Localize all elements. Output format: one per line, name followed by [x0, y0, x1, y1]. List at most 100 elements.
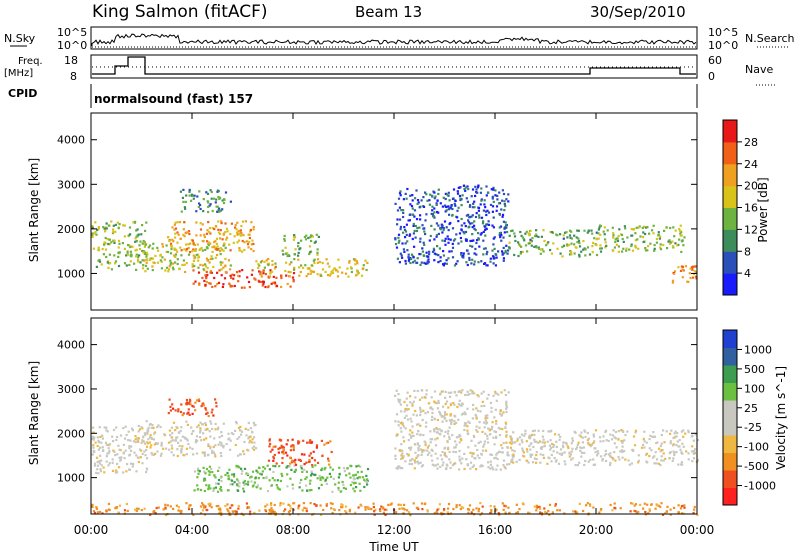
data-cell [214, 476, 217, 479]
data-cell [424, 425, 428, 428]
data-cell [409, 514, 412, 517]
data-region-1 [141, 242, 232, 274]
data-cell [257, 263, 260, 266]
data-cell [341, 271, 344, 274]
data-cell [396, 209, 400, 212]
data-cell [226, 503, 229, 506]
data-cell [568, 243, 571, 246]
data-cell [360, 504, 363, 507]
data-cell [561, 452, 564, 455]
data-cell [486, 397, 489, 400]
data-cell [229, 268, 232, 271]
data-cell [436, 407, 440, 410]
colorbar-segment [723, 185, 737, 208]
data-cell [219, 507, 222, 510]
data-cell [500, 234, 503, 237]
data-cell [292, 444, 295, 447]
data-cell [561, 255, 564, 258]
data-cell [123, 509, 127, 512]
data-cell [152, 438, 155, 441]
data-cell [238, 275, 241, 278]
data-cell [239, 234, 242, 237]
data-cell [489, 467, 492, 470]
data-cell [426, 453, 429, 456]
data-cell [152, 426, 155, 429]
data-cell [486, 434, 489, 437]
data-cell [225, 443, 228, 446]
data-cell [289, 507, 292, 510]
data-cell [400, 457, 403, 460]
data-cell [455, 233, 458, 236]
data-cell [459, 404, 462, 407]
data-cell [298, 486, 301, 489]
data-cell [507, 506, 510, 509]
data-cell [198, 248, 201, 252]
data-cell [609, 461, 612, 465]
data-cell [224, 191, 228, 194]
data-cell [469, 451, 472, 454]
data-cell [307, 460, 310, 463]
data-cell [642, 437, 645, 440]
data-cell [205, 408, 208, 412]
data-cell [402, 455, 405, 458]
data-cell [443, 239, 446, 243]
data-cell [416, 506, 419, 509]
data-cell [484, 206, 487, 209]
data-cell [245, 472, 248, 475]
data-cell [397, 236, 400, 239]
data-cell [344, 505, 348, 508]
data-cell [273, 281, 277, 284]
data-cell [141, 452, 144, 456]
data-cell [609, 503, 612, 507]
data-cell [192, 269, 195, 272]
data-cell [348, 472, 351, 475]
data-cell [429, 438, 432, 441]
data-cell [630, 228, 633, 231]
data-cell [341, 480, 344, 484]
data-cell [159, 259, 162, 262]
data-cell [174, 255, 177, 258]
data-cell [145, 221, 148, 224]
data-cell [206, 240, 209, 243]
data-cell [430, 396, 433, 399]
data-cell [473, 263, 476, 266]
data-cell [480, 187, 483, 190]
data-cell [482, 253, 485, 256]
data-cell [179, 246, 182, 249]
data-cell [428, 199, 431, 202]
data-cell [199, 207, 202, 211]
data-cell [501, 213, 505, 216]
data-cell [535, 454, 538, 457]
data-cell [365, 481, 368, 484]
data-cell [643, 440, 646, 443]
data-cell [208, 504, 211, 507]
data-cell [202, 432, 205, 435]
data-cell [222, 266, 225, 269]
data-cell [693, 270, 696, 273]
data-cell [444, 413, 447, 416]
data-cell [96, 436, 99, 439]
data-cell [429, 430, 432, 433]
colorbar-tick-label: 28 [744, 136, 758, 149]
data-cell [138, 254, 141, 257]
data-cell [356, 269, 359, 272]
data-cell [612, 429, 615, 432]
data-cell [172, 407, 175, 410]
data-cell [192, 197, 195, 200]
data-cell [94, 231, 97, 234]
data-cell [91, 503, 94, 506]
data-cell [516, 439, 519, 442]
data-cell [270, 282, 273, 285]
data-cell [231, 510, 234, 513]
data-cell [197, 266, 200, 269]
data-cell [117, 255, 120, 258]
data-cell [308, 489, 311, 492]
data-cell [502, 508, 505, 511]
data-cell [327, 457, 330, 460]
data-cell [575, 236, 578, 239]
data-cell [338, 466, 341, 469]
data-cell [211, 471, 214, 474]
data-cell [421, 418, 424, 422]
data-cell [128, 263, 131, 267]
